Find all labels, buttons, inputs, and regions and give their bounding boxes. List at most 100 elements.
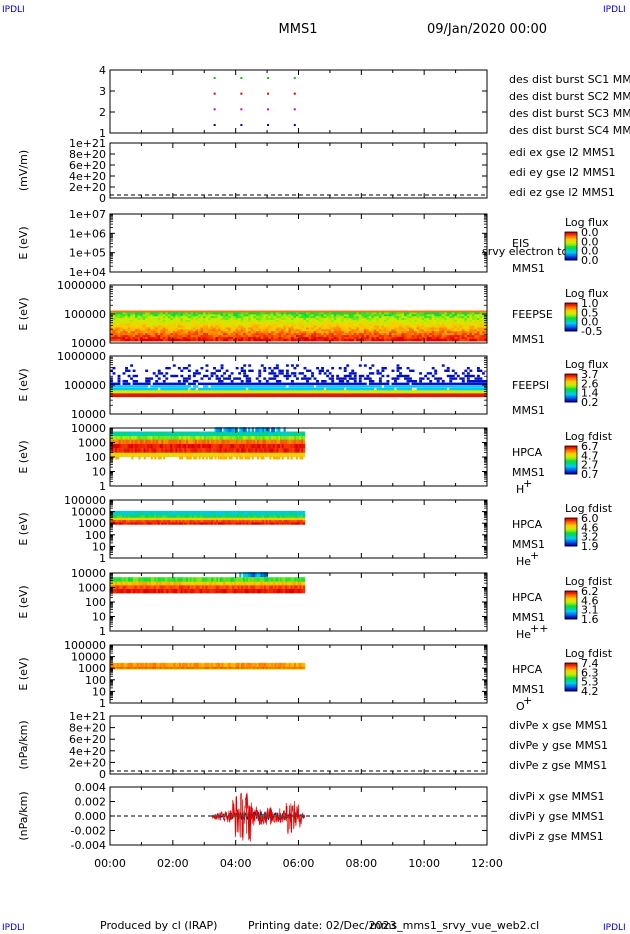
feepse-cell — [316, 325, 320, 329]
feepsi-cell — [318, 387, 322, 391]
feepse-cell — [228, 335, 232, 338]
feepse-cell — [446, 338, 450, 342]
hpca_h-cell — [159, 456, 162, 460]
feepse-cell — [182, 336, 186, 340]
feepsi-cell — [172, 385, 176, 388]
feepse-cell — [381, 321, 385, 325]
feepse-cell — [429, 323, 433, 327]
feepsi-cell — [165, 377, 169, 380]
hpca_h-cell — [281, 448, 284, 453]
panel-2-cbar-tick: 0.0 — [581, 235, 599, 248]
feepse-cell — [356, 327, 360, 331]
feepse-cell — [245, 335, 249, 338]
hpca_he-cell — [122, 515, 125, 521]
hpca_h-cell — [287, 448, 290, 453]
hpca_he-cell — [141, 510, 145, 516]
feepse-cell — [290, 319, 294, 323]
hpca_he-cell — [118, 510, 122, 516]
feepse-cell — [290, 327, 294, 331]
hpca_he-cell — [129, 515, 132, 521]
feepse-cell — [165, 333, 169, 336]
feepse-cell — [331, 333, 335, 336]
feepse-cell — [306, 338, 309, 342]
feepse-cell — [421, 336, 425, 340]
hpca_h-cell — [159, 452, 162, 458]
hpca_h-cell — [276, 431, 279, 437]
feepse-cell — [205, 335, 209, 338]
hpca_h-cell — [111, 435, 114, 440]
feepsi-cell — [147, 389, 151, 394]
hpca_h-cell — [138, 456, 141, 460]
feepsi-cell — [434, 385, 438, 388]
feepse-cell — [404, 312, 407, 316]
feepse-cell — [205, 336, 209, 340]
feepse-cell — [366, 329, 370, 332]
feepsi-cell — [461, 380, 465, 383]
feepse-cell — [160, 321, 164, 325]
feepse-cell — [140, 323, 144, 327]
feepsi-cell — [112, 385, 116, 388]
hpca_he-cell — [191, 515, 194, 521]
hpca_h-cell — [145, 443, 148, 449]
feepse-cell — [358, 323, 362, 327]
feepse-cell — [253, 327, 257, 331]
feepse-cell — [225, 312, 229, 316]
feepse-cell — [321, 336, 325, 340]
feepse-cell — [115, 329, 118, 332]
hpca_he-cell — [184, 515, 187, 521]
feepsi-cell — [278, 380, 282, 383]
feepse-cell — [220, 336, 224, 340]
feepse-cell — [358, 338, 362, 342]
feepse-cell — [187, 331, 191, 334]
hpca_h-cell — [255, 439, 258, 444]
hpca_he-cell — [127, 520, 130, 525]
feepse-cell — [449, 310, 453, 314]
hpca_h-cell — [283, 427, 286, 433]
hpca_h-cell — [117, 456, 120, 460]
hpca_h-cell — [219, 452, 222, 458]
hpca_h-cell — [260, 452, 263, 458]
feepsi-cell — [419, 372, 423, 375]
hpca_h-cell — [194, 452, 198, 458]
hpca_h-cell — [230, 427, 233, 433]
feepse-cell — [378, 329, 382, 332]
figure-date: 09/Jan/2020 00:00 — [427, 22, 547, 37]
feepse-cell — [180, 323, 184, 327]
feepse-cell — [436, 318, 440, 321]
feepse-cell — [240, 316, 244, 319]
feepsi-cell — [383, 389, 387, 394]
feepse-cell — [396, 314, 400, 317]
feepse-cell — [270, 338, 274, 342]
hpca_he-cell — [127, 517, 130, 523]
feepse-cell — [167, 318, 171, 321]
hpca_h-cell — [170, 443, 173, 449]
hpca_h-cell — [179, 448, 182, 453]
feepse-cell — [436, 338, 440, 342]
feepse-cell — [383, 310, 387, 314]
feepsi-cell — [474, 382, 478, 386]
feepse-cell — [371, 318, 375, 321]
hpca_h-cell — [191, 431, 194, 437]
feepse-cell — [441, 312, 445, 316]
hpca_h-cell — [186, 448, 189, 453]
feepse-cell — [182, 321, 186, 325]
feepse-cell — [288, 327, 292, 331]
feepsi-cell — [263, 387, 267, 391]
feepse-cell — [388, 314, 392, 317]
panel-2-cbar-cell — [565, 244, 577, 247]
feepse-cell — [479, 335, 483, 338]
feepsi-cell — [466, 377, 470, 380]
feepse-cell — [471, 331, 475, 334]
feepse-cell — [238, 312, 242, 316]
feepse-cell — [321, 327, 325, 331]
feepse-cell — [253, 325, 257, 329]
feepse-cell — [444, 329, 448, 332]
feepsi-cell — [250, 385, 254, 388]
feepse-cell — [167, 323, 171, 327]
feepsi-cell — [132, 389, 136, 394]
feepse-cell — [290, 316, 294, 319]
panel-4-cbar-cell — [565, 395, 577, 397]
hpca_h-cell — [154, 456, 157, 460]
feepsi-cell — [295, 389, 299, 394]
hpca_h-cell — [218, 427, 221, 433]
